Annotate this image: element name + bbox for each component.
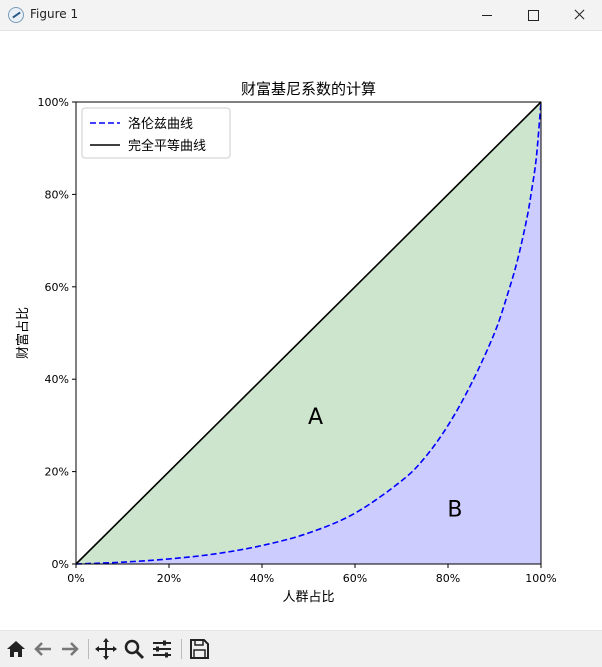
pan-button[interactable]	[94, 637, 118, 661]
x-tick-label: 80%	[436, 572, 460, 585]
chart-canvas: 0% 20% 40% 60% 80% 100% 0% 20% 40% 60% 80% 100% 财富基尼…	[15, 80, 557, 605]
x-tick-label: 20%	[157, 572, 181, 585]
maximize-button[interactable]	[510, 0, 556, 30]
configure-subplots-button[interactable]	[150, 637, 174, 661]
y-tick-label: 0%	[52, 558, 69, 571]
x-tick-label: 0%	[67, 572, 84, 585]
x-tick-label: 60%	[343, 572, 367, 585]
matplotlib-app-icon	[8, 7, 24, 23]
forward-button[interactable]	[58, 637, 82, 661]
area-b-fill	[76, 102, 541, 564]
y-axis-label: 财富占比	[15, 307, 31, 359]
annotation-label-b: B	[447, 498, 462, 523]
x-tick-label: 40%	[250, 572, 274, 585]
toolbar-separator-2	[181, 639, 182, 659]
plot-frame	[75, 101, 542, 565]
y-tick-label: 80%	[45, 188, 69, 201]
chart-title: 财富基尼系数的计算	[241, 80, 376, 98]
legend-label-equality: 完全平等曲线	[128, 138, 206, 154]
legend-label-lorenz: 洛伦兹曲线	[128, 117, 193, 132]
y-tick-label: 60%	[45, 281, 69, 294]
y-tick-label: 40%	[45, 373, 69, 386]
back-arrow-icon	[34, 642, 51, 656]
annotation-label-a: A	[308, 405, 323, 430]
save-button[interactable]	[187, 637, 211, 661]
back-button[interactable]	[31, 637, 55, 661]
y-tick-label: 20%	[45, 466, 69, 479]
plot-layer: 0% 20% 40% 60% 80% 100% 0% 20% 40% 60% 80% 100% 财富基尼…	[15, 80, 557, 605]
zoom-icon	[124, 639, 145, 660]
x-tick-label: 100%	[525, 572, 556, 585]
navigation-toolbar	[0, 630, 602, 667]
window-title: Figure 1	[30, 7, 79, 21]
lorenz-curve-line	[75, 101, 542, 565]
configure-subplots-icon	[153, 640, 171, 658]
y-tick-label: 100%	[38, 96, 69, 109]
close-button[interactable]	[556, 0, 602, 30]
minimize-button[interactable]	[464, 0, 510, 30]
x-axis-label: 人群占比	[282, 590, 334, 605]
equality-line	[75, 101, 542, 565]
pan-icon	[95, 638, 117, 660]
home-button[interactable]	[4, 637, 28, 661]
maximize-icon	[528, 10, 539, 21]
minimize-icon	[482, 15, 492, 16]
window-titlebar: Figure 1	[0, 0, 602, 31]
zoom-button[interactable]	[122, 637, 146, 661]
save-icon	[190, 639, 209, 659]
forward-arrow-icon	[62, 642, 79, 656]
home-icon	[7, 641, 25, 657]
toolbar-separator	[88, 639, 89, 659]
